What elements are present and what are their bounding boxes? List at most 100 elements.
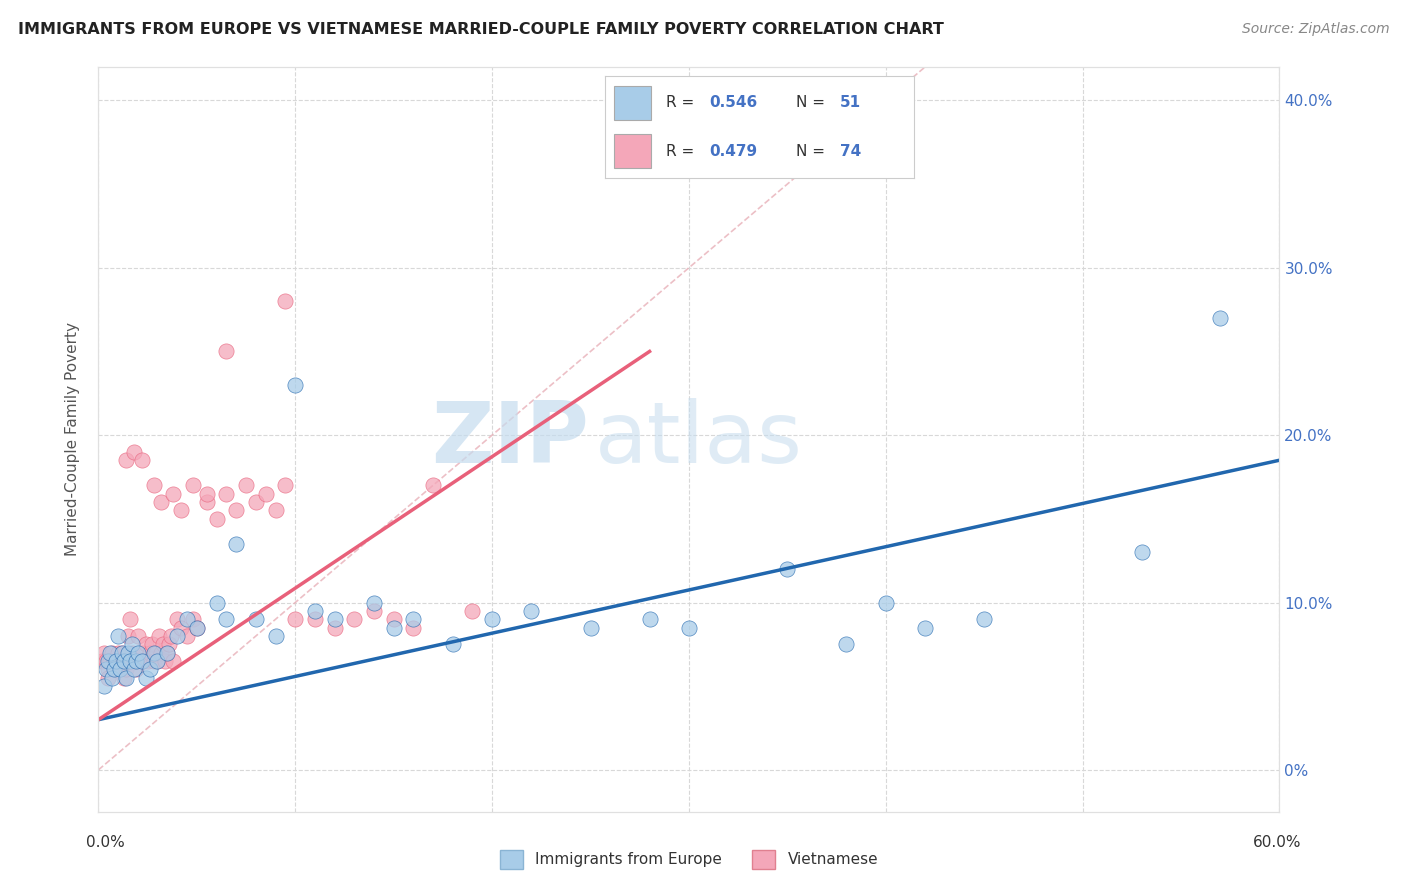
Point (117, 654, 139, 668)
Point (142, 478, 165, 492)
Point (108, 663, 131, 677)
Point (101, 646, 124, 660)
Text: IMMIGRANTS FROM EUROPE VS VIETNAMESE MARRIED-COUPLE FAMILY POVERTY CORRELATION C: IMMIGRANTS FROM EUROPE VS VIETNAMESE MAR… (18, 22, 945, 37)
Point (142, 654, 165, 668)
Text: 0.479: 0.479 (710, 145, 758, 160)
Point (422, 478, 444, 492)
Point (118, 612, 141, 626)
Point (150, 646, 173, 660)
Point (131, 654, 153, 668)
Point (105, 663, 128, 677)
Point (97, 663, 120, 677)
Point (97, 671, 120, 685)
Point (678, 621, 700, 635)
Text: ZIP: ZIP (430, 398, 589, 481)
Point (131, 453, 153, 467)
Point (776, 562, 799, 576)
Point (274, 478, 297, 492)
Y-axis label: Married-Couple Family Poverty: Married-Couple Family Poverty (65, 322, 80, 557)
Point (128, 654, 150, 668)
Point (162, 654, 184, 668)
Point (579, 621, 602, 635)
Point (363, 604, 385, 618)
Text: Source: ZipAtlas.com: Source: ZipAtlas.com (1241, 22, 1389, 37)
Point (245, 495, 267, 509)
Point (141, 637, 163, 651)
Point (98, 646, 121, 660)
Point (382, 612, 405, 626)
Point (264, 503, 287, 517)
Point (274, 294, 297, 309)
Point (166, 612, 188, 626)
Point (973, 612, 995, 626)
Point (125, 663, 148, 677)
Point (146, 654, 169, 668)
Point (107, 646, 129, 660)
Point (93, 646, 115, 660)
Point (481, 612, 503, 626)
Point (225, 537, 247, 551)
Text: N =: N = (796, 145, 830, 160)
Point (127, 646, 149, 660)
Point (132, 654, 155, 668)
Point (148, 629, 170, 643)
Point (135, 637, 157, 651)
Point (166, 629, 188, 643)
Point (125, 654, 148, 668)
Point (245, 612, 267, 626)
Point (195, 486, 218, 500)
Point (142, 646, 165, 660)
Point (176, 629, 198, 643)
Point (235, 478, 257, 492)
Point (93, 679, 115, 693)
Point (111, 646, 134, 660)
Point (170, 503, 193, 517)
Point (96, 663, 118, 677)
Point (136, 654, 159, 668)
Point (520, 604, 543, 618)
Point (155, 654, 177, 668)
Text: R =: R = (666, 95, 700, 110)
Point (284, 612, 307, 626)
Text: R =: R = (666, 145, 700, 160)
Point (157, 637, 180, 651)
Point (160, 629, 183, 643)
Point (156, 646, 179, 660)
Point (225, 503, 247, 517)
Point (112, 671, 135, 685)
Point (402, 621, 425, 635)
Point (304, 604, 326, 618)
Point (117, 629, 139, 643)
Point (176, 612, 198, 626)
Point (138, 646, 160, 660)
Point (304, 612, 326, 626)
Point (150, 495, 173, 509)
Point (186, 621, 208, 635)
Point (111, 646, 134, 660)
Point (181, 478, 204, 492)
Point (108, 654, 131, 668)
Point (254, 486, 277, 500)
Point (156, 646, 179, 660)
Legend: Immigrants from Europe, Vietnamese: Immigrants from Europe, Vietnamese (494, 844, 884, 875)
Point (122, 445, 145, 459)
Point (195, 495, 218, 509)
Point (118, 654, 141, 668)
Point (170, 621, 193, 635)
Point (91, 654, 114, 668)
Point (97, 654, 120, 668)
Point (323, 612, 346, 626)
Point (186, 621, 208, 635)
Point (115, 453, 138, 467)
Point (121, 637, 143, 651)
Point (382, 621, 405, 635)
Point (152, 637, 174, 651)
Point (323, 621, 346, 635)
Point (215, 486, 238, 500)
Point (284, 378, 307, 392)
Point (122, 654, 145, 668)
Point (122, 663, 145, 677)
Point (121, 646, 143, 660)
Point (205, 595, 228, 609)
Point (101, 671, 124, 685)
